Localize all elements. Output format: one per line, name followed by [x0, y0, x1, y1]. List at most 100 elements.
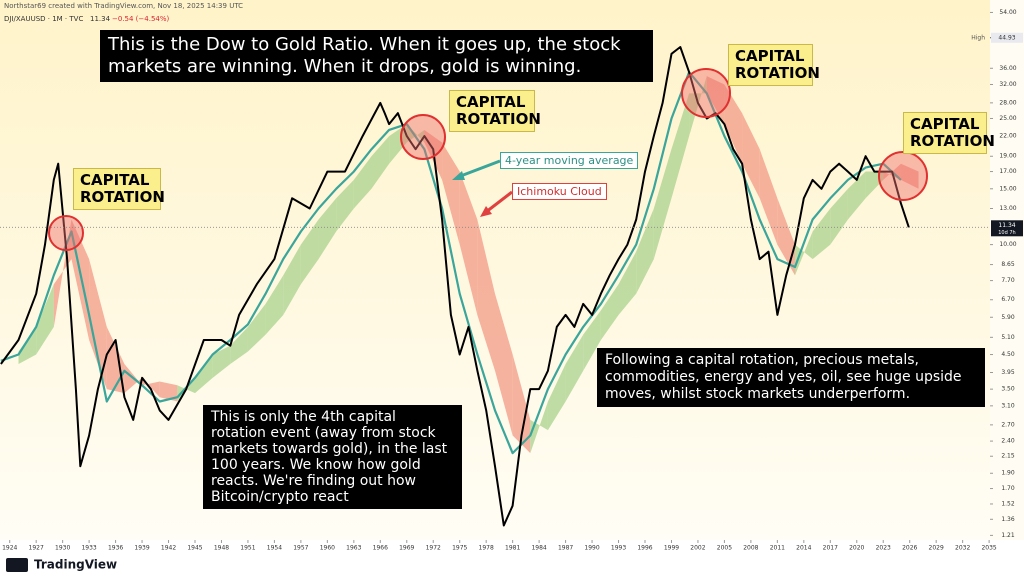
cloud-segment	[653, 149, 672, 260]
x-tick-label: 1948	[214, 545, 229, 552]
x-tick-label: 1993	[611, 545, 626, 552]
author-line: Northstar69 created with TradingView.com…	[4, 2, 243, 10]
brand: TradingView	[34, 558, 117, 572]
y-tick-label: 15.00	[999, 185, 1016, 192]
y-tick-label: 36.00	[999, 65, 1016, 72]
arrowhead	[480, 206, 492, 217]
x-tick-label: 2008	[743, 545, 758, 552]
x-tick-label: 1975	[452, 545, 467, 552]
y-tick-label: 13.00	[999, 205, 1016, 212]
cloud-segment	[671, 93, 690, 199]
x-tick-label: 2005	[717, 545, 732, 552]
cloud-segment	[459, 171, 478, 315]
x-tick-label: 1939	[134, 545, 149, 552]
x-tick-label: 1963	[346, 545, 361, 552]
cloud-segment	[477, 219, 495, 371]
x-tick-label: 1996	[637, 545, 652, 552]
x-tick-label: 1936	[108, 545, 123, 552]
y-tick-label: 2.15	[1001, 453, 1015, 460]
series-line	[0, 46, 910, 527]
high-box	[991, 32, 1023, 43]
y-tick-label: 6.70	[1001, 296, 1015, 303]
x-tick-label: 1924	[2, 545, 17, 552]
y-tick-label: 1.36	[1001, 516, 1015, 523]
y-tick-label: 25.00	[999, 115, 1016, 122]
y-tick-label: 2.40	[1001, 438, 1015, 445]
note-box: Following a capital rotation, precious m…	[597, 348, 985, 407]
y-tick-label: 1.70	[1001, 485, 1015, 492]
cloud-segment	[742, 113, 760, 199]
title-box: This is the Dow to Gold Ratio. When it g…	[100, 30, 653, 82]
x-tick-label: 1969	[399, 545, 414, 552]
cloud-segment	[389, 124, 407, 164]
x-tick-label: 1954	[267, 545, 282, 552]
x-tick-label: 1999	[664, 545, 679, 552]
cloud-segment	[565, 334, 584, 402]
cloud-segment	[759, 149, 778, 245]
y-tick-label: 19.00	[999, 153, 1016, 160]
cloud-segment	[406, 124, 425, 143]
x-tick-label: 1972	[426, 545, 441, 552]
x-tick-label: 1933	[81, 545, 96, 552]
note-box: This is only the 4th capital rotation ev…	[203, 405, 462, 509]
x-tick-label: 1960	[320, 545, 335, 552]
cloud-segment	[36, 284, 54, 355]
price-axis	[990, 0, 1024, 540]
cloud-segment	[283, 244, 301, 315]
y-tick-label: 1.21	[1001, 532, 1015, 539]
last-price-box	[991, 220, 1023, 237]
cloud-segment	[547, 364, 566, 431]
cloud-segment	[583, 310, 601, 371]
y-tick-label: 1.90	[1001, 470, 1015, 477]
cloud-segment	[195, 354, 213, 394]
arrow	[485, 190, 513, 214]
high-value: 44.93	[998, 34, 1015, 41]
cloud-segment	[724, 84, 743, 164]
cloud-segment	[318, 198, 337, 260]
y-tick-label: 7.70	[1001, 277, 1015, 284]
cloud-segment	[830, 188, 848, 245]
cloud-segment	[812, 208, 831, 260]
cloud-segment	[265, 275, 284, 335]
cloud-segment	[159, 381, 178, 402]
cloud-segment	[353, 156, 372, 209]
rotation-label: CAPITAL ROTATION	[728, 44, 820, 86]
cloud-segment	[512, 354, 531, 454]
x-tick-label: 1927	[29, 545, 44, 552]
cloud-segment	[689, 76, 707, 137]
cloud-segment	[900, 163, 919, 189]
x-tick-label: 2032	[955, 545, 970, 552]
price-change: −0.54 (−4.54%)	[112, 15, 170, 23]
highlight-circle	[878, 151, 928, 201]
logo-mark	[6, 558, 28, 572]
x-tick-label: 2017	[823, 545, 838, 552]
cloud-segment	[636, 208, 654, 294]
series-line	[0, 71, 902, 455]
x-tick-label: 1984	[531, 545, 546, 552]
x-tick-label: 1957	[293, 545, 308, 552]
x-tick-label: 2029	[929, 545, 944, 552]
rotation-label: CAPITAL ROTATION	[449, 90, 541, 132]
rotation-label: CAPITAL ROTATION	[903, 112, 995, 154]
cloud-segment	[371, 136, 390, 189]
x-tick-label: 2035	[981, 545, 996, 552]
x-tick-label: 1951	[240, 545, 255, 552]
cloud-segment	[600, 284, 619, 341]
cloud-segment	[795, 231, 813, 276]
x-tick-label: 1990	[584, 545, 599, 552]
cloud-segment	[442, 142, 460, 245]
y-tick-label: 22.00	[999, 133, 1016, 140]
highlight-circle	[681, 68, 731, 118]
y-tick-label: 8.65	[1001, 261, 1015, 268]
x-tick-label: 1930	[55, 545, 70, 552]
rotation-label: CAPITAL ROTATION	[73, 168, 165, 210]
cloud-segment	[247, 303, 266, 352]
x-tick-label: 1966	[373, 545, 388, 552]
x-tick-label: 2020	[849, 545, 864, 552]
y-tick-label: 3.10	[1001, 402, 1015, 409]
highlight-circle	[400, 114, 446, 160]
x-tick-label: 1942	[161, 545, 176, 552]
y-tick-label: 10.00	[999, 241, 1016, 248]
